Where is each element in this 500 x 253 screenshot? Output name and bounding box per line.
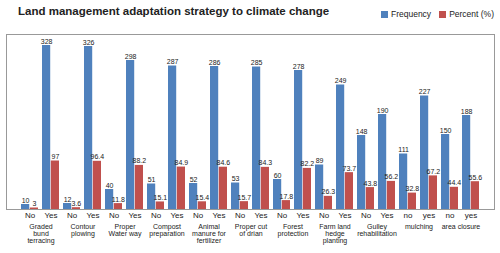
svg-text:32.8: 32.8 (406, 185, 420, 192)
svg-text:No: No (25, 211, 36, 220)
svg-text:11.8: 11.8 (112, 196, 125, 203)
svg-text:Yes: Yes (86, 211, 99, 220)
svg-text:No: No (193, 211, 204, 220)
svg-text:55.6: 55.6 (469, 174, 483, 181)
svg-text:43.8: 43.8 (364, 180, 378, 187)
svg-text:249: 249 (335, 77, 347, 84)
svg-text:Yes: Yes (380, 211, 393, 220)
svg-text:Forestprotection: Forestprotection (278, 223, 309, 238)
svg-text:17.8: 17.8 (280, 193, 294, 200)
svg-text:15.1: 15.1 (154, 194, 168, 201)
svg-text:51: 51 (148, 176, 156, 183)
svg-text:12: 12 (64, 196, 72, 203)
svg-text:150: 150 (440, 127, 452, 134)
svg-text:Contourplowing: Contourplowing (71, 223, 97, 238)
svg-text:10: 10 (22, 197, 30, 204)
svg-text:No: No (319, 211, 330, 220)
svg-text:Yes: Yes (170, 211, 183, 220)
svg-text:84.9: 84.9 (175, 159, 189, 166)
svg-text:Proper cutof drian: Proper cutof drian (235, 223, 267, 237)
svg-text:Gradedbundterracing: Gradedbundterracing (27, 223, 54, 245)
svg-text:40: 40 (106, 182, 114, 189)
svg-text:Yes: Yes (128, 211, 141, 220)
svg-text:52: 52 (190, 176, 198, 183)
svg-text:no: no (446, 211, 455, 220)
svg-text:73.7: 73.7 (343, 165, 357, 172)
svg-text:No: No (277, 211, 288, 220)
svg-text:88.2: 88.2 (133, 157, 147, 164)
svg-text:60: 60 (274, 172, 282, 179)
svg-text:No: No (235, 211, 246, 220)
svg-text:No: No (151, 211, 162, 220)
svg-text:3.6: 3.6 (72, 200, 82, 207)
svg-text:Animalmanure forfertilizer: Animalmanure forfertilizer (192, 223, 227, 244)
svg-text:326: 326 (83, 39, 95, 46)
svg-text:Yes: Yes (212, 211, 225, 220)
svg-text:53: 53 (232, 175, 240, 182)
html-text:Percent (%): Percent (%) (449, 9, 494, 19)
svg-text:mulching: mulching (405, 223, 433, 231)
svg-text:278: 278 (293, 63, 305, 70)
svg-text:97: 97 (51, 153, 59, 160)
svg-text:82.2: 82.2 (301, 160, 315, 167)
svg-text:89: 89 (316, 157, 324, 164)
svg-text:285: 285 (251, 59, 263, 66)
svg-text:96.4: 96.4 (91, 153, 105, 160)
svg-text:Yes: Yes (254, 211, 267, 220)
svg-text:Yes: Yes (44, 211, 57, 220)
svg-text:yes: yes (465, 211, 477, 220)
svg-text:328: 328 (41, 38, 53, 45)
svg-text:56.2: 56.2 (385, 173, 399, 180)
svg-text:298: 298 (125, 53, 137, 60)
svg-text:No: No (67, 211, 78, 220)
svg-text:227: 227 (419, 88, 431, 95)
svg-text:15.4: 15.4 (196, 194, 210, 201)
svg-text:84.6: 84.6 (217, 159, 231, 166)
svg-text:188: 188 (461, 108, 473, 115)
html-text:Frequency: Frequency (391, 9, 432, 19)
svg-text:Gulleyrehabilitation: Gulleyrehabilitation (357, 223, 397, 237)
svg-text:44.4: 44.4 (448, 179, 462, 186)
svg-text:no: no (404, 211, 413, 220)
svg-text:287: 287 (167, 58, 179, 65)
svg-text:67.2: 67.2 (427, 168, 441, 175)
svg-text:84.3: 84.3 (259, 159, 273, 166)
svg-text:190: 190 (377, 107, 389, 114)
svg-text:26.3: 26.3 (322, 188, 336, 195)
svg-text:111: 111 (398, 146, 409, 153)
svg-text:No: No (361, 211, 372, 220)
svg-text:No: No (109, 211, 120, 220)
svg-text:Yes: Yes (296, 211, 309, 220)
svg-text:15.7: 15.7 (238, 194, 252, 201)
svg-text:area closure: area closure (442, 223, 481, 230)
svg-text:Compostpreparation: Compostpreparation (149, 223, 185, 238)
svg-text:yes: yes (423, 211, 435, 220)
svg-text:Yes: Yes (338, 211, 351, 220)
svg-text:Farm landhedgeplanting: Farm landhedgeplanting (319, 223, 351, 245)
svg-text:286: 286 (209, 59, 221, 66)
svg-text:3: 3 (32, 200, 36, 207)
svg-text:ProperWater way: ProperWater way (109, 223, 142, 238)
html-text:Land management adaptation str: Land management adaptation strategy to c… (18, 5, 330, 17)
svg-text:148: 148 (356, 128, 368, 135)
